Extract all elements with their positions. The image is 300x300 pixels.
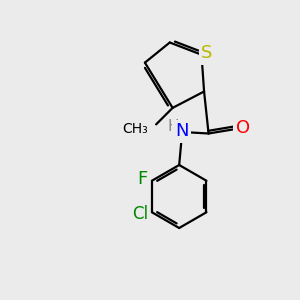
Text: O: O (236, 119, 250, 137)
Text: Cl: Cl (132, 205, 148, 223)
Text: CH₃: CH₃ (122, 122, 148, 136)
Text: S: S (201, 44, 213, 62)
Text: H: H (167, 119, 179, 134)
Text: N: N (175, 122, 188, 140)
Text: F: F (137, 170, 147, 188)
